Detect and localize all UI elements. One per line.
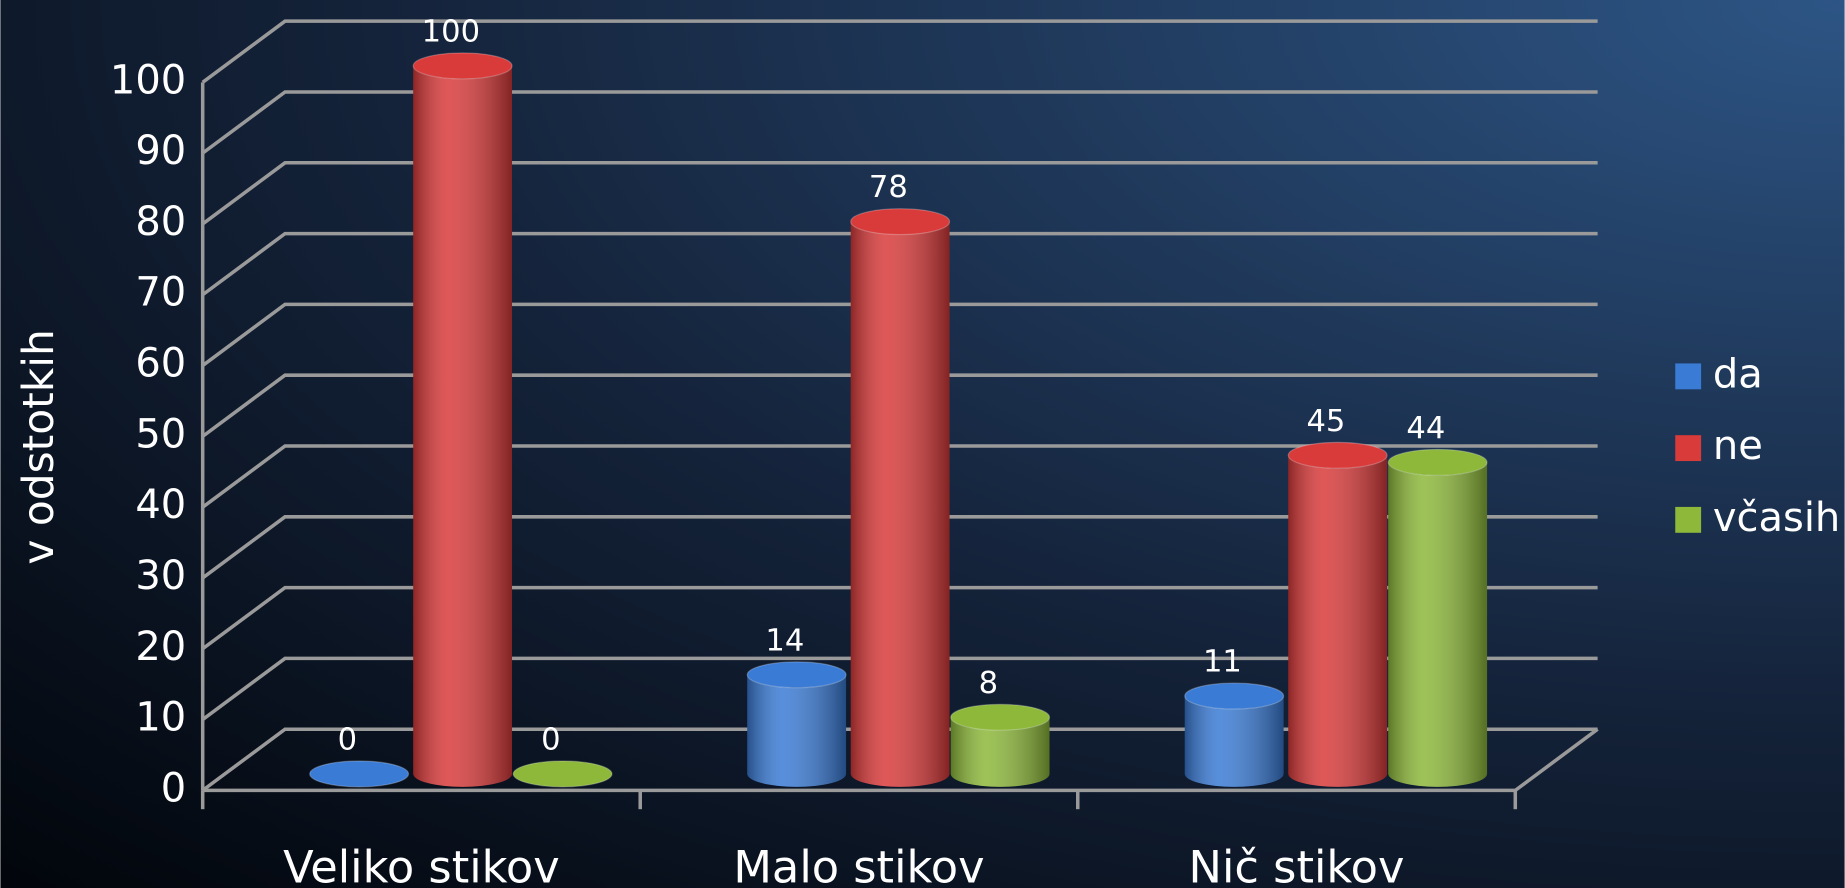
y-tick-label: 20 <box>135 624 186 670</box>
value-label: 11 <box>1203 645 1242 680</box>
x-tick-label: Veliko stikov <box>283 841 560 888</box>
y-tick-label: 40 <box>135 482 186 528</box>
y-tick-label: 50 <box>135 411 186 457</box>
grid-line <box>201 373 1598 438</box>
y-tick-label: 70 <box>135 270 186 316</box>
grid-line <box>201 161 1598 226</box>
value-label: 45 <box>1306 404 1345 439</box>
value-label: 44 <box>1406 411 1445 446</box>
grid-line <box>201 90 1598 155</box>
y-tick-label: 0 <box>161 765 186 811</box>
legend-label: da <box>1713 351 1763 397</box>
legend-swatch <box>1675 435 1702 462</box>
legend-label: včasih <box>1713 495 1840 541</box>
y-tick-label: 100 <box>110 57 186 103</box>
y-tick-label: 80 <box>135 199 186 245</box>
bar-top <box>512 760 613 788</box>
bar-top <box>1184 682 1285 710</box>
bar-top <box>746 661 847 689</box>
grid-line <box>201 727 1598 792</box>
grid-line <box>201 585 1598 651</box>
y-tick-label: 10 <box>135 695 186 741</box>
y-axis-label: v odstotkih <box>14 329 63 565</box>
bar-shade <box>950 717 1050 787</box>
value-label: 78 <box>869 170 908 205</box>
value-label: 0 <box>338 722 357 757</box>
bar-top <box>309 760 410 788</box>
bar-shade <box>1388 462 1488 787</box>
grid-line <box>201 515 1598 580</box>
bar-shade <box>747 674 847 787</box>
bar-shade <box>1288 455 1388 787</box>
legend-label: ne <box>1713 423 1763 469</box>
bar-top <box>850 208 951 236</box>
legend-swatch <box>1675 363 1702 390</box>
bar-shade <box>1184 696 1284 787</box>
grid-line <box>201 302 1598 367</box>
y-tick-label: 30 <box>135 553 186 599</box>
grid-line <box>201 231 1598 297</box>
legend-swatch <box>1675 506 1702 533</box>
bar-top <box>1387 448 1488 476</box>
value-label: 100 <box>422 14 480 49</box>
bar-top <box>1287 441 1388 469</box>
bar-top <box>950 703 1051 731</box>
grid-line <box>201 444 1598 509</box>
x-tick-label: Nič stikov <box>1189 841 1405 888</box>
value-label: 14 <box>765 623 804 658</box>
grid-line <box>201 19 1598 84</box>
value-label: 0 <box>541 722 560 757</box>
grid-line <box>201 656 1598 721</box>
bar-shade <box>413 65 513 787</box>
bar-top <box>412 52 513 80</box>
value-label: 8 <box>979 666 998 701</box>
bar-shade <box>850 221 950 787</box>
y-tick-label: 60 <box>135 341 186 387</box>
y-tick-label: 90 <box>135 128 186 174</box>
x-tick-label: Malo stikov <box>733 841 984 888</box>
